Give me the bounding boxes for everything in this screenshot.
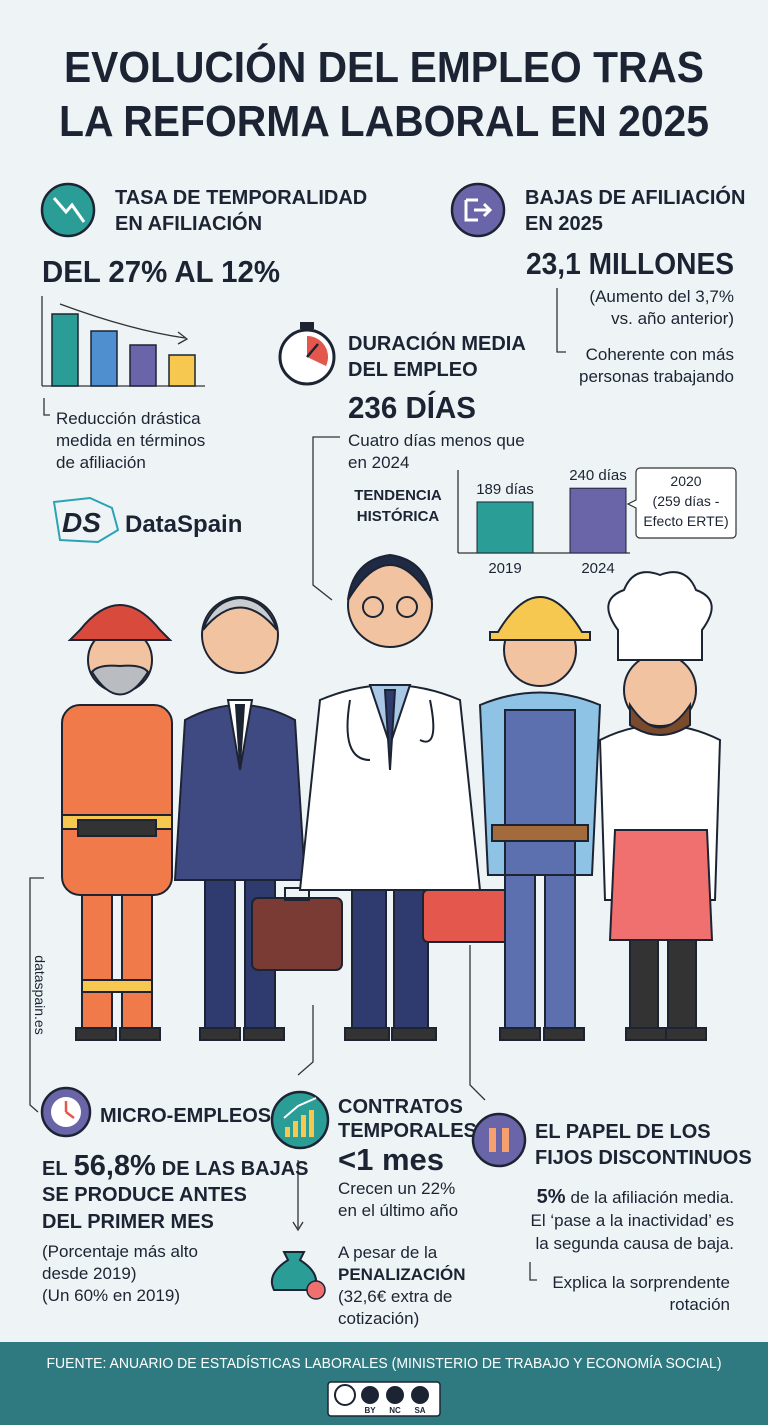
trend-value-label: 240 días (569, 467, 627, 484)
detail: en 2024 (348, 453, 409, 472)
penalty-text: (32,6€ extra de (338, 1287, 452, 1306)
logo-text: DataSpain (125, 511, 242, 538)
callout-box (626, 467, 737, 539)
connector (297, 1005, 314, 1076)
headline-figure: 56,8% (74, 1150, 156, 1182)
detail: 5% de la afiliación media. (537, 1186, 734, 1208)
connector (469, 945, 486, 1101)
license-badge (327, 1381, 441, 1417)
note: personas trabajando (579, 367, 734, 386)
website: dataspain.es (32, 955, 48, 1034)
trend-bar (476, 501, 534, 554)
detail: El ‘pase a la inactividad’ es (531, 1211, 735, 1230)
duracion-section: DURACIÓN MEDIA DEL EMPLEO 236 DÍAS Cuatr… (278, 322, 737, 601)
title-line: EVOLUCIÓN DEL EMPLEO TRAS (64, 42, 704, 92)
title-line: LA REFORMA LABORAL EN 2025 (59, 97, 709, 146)
detail-text: de la afiliación media. (571, 1188, 734, 1207)
icon (471, 1112, 527, 1168)
icon-arrow (464, 198, 493, 222)
detail: Cuatro días menos que (348, 431, 525, 450)
section-heading: EN AFILIACIÓN (115, 211, 262, 235)
icon-arrow (52, 197, 86, 223)
temporalidad-section: TASA DE TEMPORALIDAD EN AFILIACIÓN DEL 2… (40, 182, 367, 472)
note: (Un 60% en 2019) (42, 1286, 180, 1305)
headline: <1 mes (338, 1142, 444, 1177)
connector (529, 1262, 537, 1281)
trend-value-label: 189 días (476, 481, 534, 498)
note: (Porcentaje más alto (42, 1242, 198, 1261)
headline: 236 DÍAS (348, 390, 476, 425)
figure: 5% (537, 1186, 566, 1208)
section-heading: EL PAPEL DE LOS (535, 1121, 711, 1143)
trend-category-label: 2024 (581, 560, 614, 577)
bajas-section: BAJAS DE AFILIACIÓN EN 2025 23,1 MILLONE… (450, 182, 745, 386)
callout-text: 2020 (670, 473, 701, 489)
section-heading: TASA DE TEMPORALIDAD (115, 187, 367, 209)
trend-title: TENDENCIA (354, 487, 442, 504)
callout-text: Efecto ERTE) (643, 513, 728, 529)
fijos-section: EL PAPEL DE LOS FIJOS DISCONTINUOS 5% de … (471, 1112, 752, 1314)
section-heading: EN 2025 (525, 213, 603, 235)
connector (29, 877, 44, 1113)
headline-text: SE PRODUCE ANTES (42, 1184, 247, 1206)
trend-category-label: 2019 (488, 560, 521, 577)
note: de afiliación (56, 453, 146, 472)
micro-section: MICRO-EMPLEOS EL 56,8% DE LAS BAJAS SE PRO… (40, 1086, 309, 1305)
logo-mark: DS (62, 507, 101, 538)
callout-text: (259 días - (653, 493, 720, 509)
detail: la segunda causa de baja. (536, 1234, 735, 1253)
note: rotación (670, 1295, 730, 1314)
note: medida en términos (56, 431, 205, 450)
license-label: NC (389, 1406, 401, 1415)
connector (556, 288, 566, 353)
note: desde 2019) (42, 1264, 137, 1283)
logo: DS DataSpain (52, 496, 242, 544)
license-label: BY (364, 1406, 376, 1415)
icon (270, 1090, 330, 1150)
footer: FUENTE: ANUARIO DE ESTADÍSTICAS LABORALE… (0, 1342, 768, 1425)
trend-title: HISTÓRICA (357, 507, 440, 525)
headline: DEL 27% AL 12% (42, 254, 280, 289)
connector (43, 398, 50, 416)
decorative-bars (41, 296, 205, 387)
connector (292, 1221, 304, 1232)
detail: vs. año anterior) (611, 309, 734, 328)
section-heading: MICRO-EMPLEOS (100, 1105, 271, 1127)
section-heading: FIJOS DISCONTINUOS (535, 1147, 752, 1169)
headline-lead: EL (42, 1158, 68, 1180)
headline: 23,1 MILLONES (526, 246, 734, 281)
section-heading: DURACIÓN MEDIA (348, 331, 526, 355)
note: Reducción drástica (56, 409, 201, 428)
workers-illustration (61, 553, 722, 1041)
source: FUENTE: ANUARIO DE ESTADÍSTICAS LABORALE… (47, 1355, 722, 1372)
detail: en el último año (338, 1201, 458, 1220)
penalty-text: cotización) (338, 1309, 419, 1328)
license-label: SA (414, 1406, 425, 1415)
connector (312, 436, 340, 601)
note: Coherente con más (586, 345, 734, 364)
section-heading: DEL EMPLEO (348, 359, 478, 381)
headline-text: DEL PRIMER MES (42, 1211, 214, 1233)
penalty-text: PENALIZACIÓN (338, 1265, 466, 1284)
penalty-text: A pesar de la (338, 1243, 438, 1262)
headline: EL 56,8% DE LAS BAJAS (42, 1150, 309, 1182)
note: Explica la sorprendente (552, 1273, 730, 1292)
headline-text: DE LAS BAJAS (162, 1158, 309, 1180)
detail: Crecen un 22% (338, 1179, 455, 1198)
trend-bar (569, 487, 627, 554)
detail: (Aumento del 3,7% (589, 287, 734, 306)
contratos-section: CONTRATOS TEMPORALES <1 mes Crecen un 22… (270, 1090, 477, 1328)
section-heading: CONTRATOS (338, 1096, 463, 1118)
section-heading: BAJAS DE AFILIACIÓN (525, 185, 745, 209)
section-heading: TEMPORALES (338, 1120, 477, 1142)
